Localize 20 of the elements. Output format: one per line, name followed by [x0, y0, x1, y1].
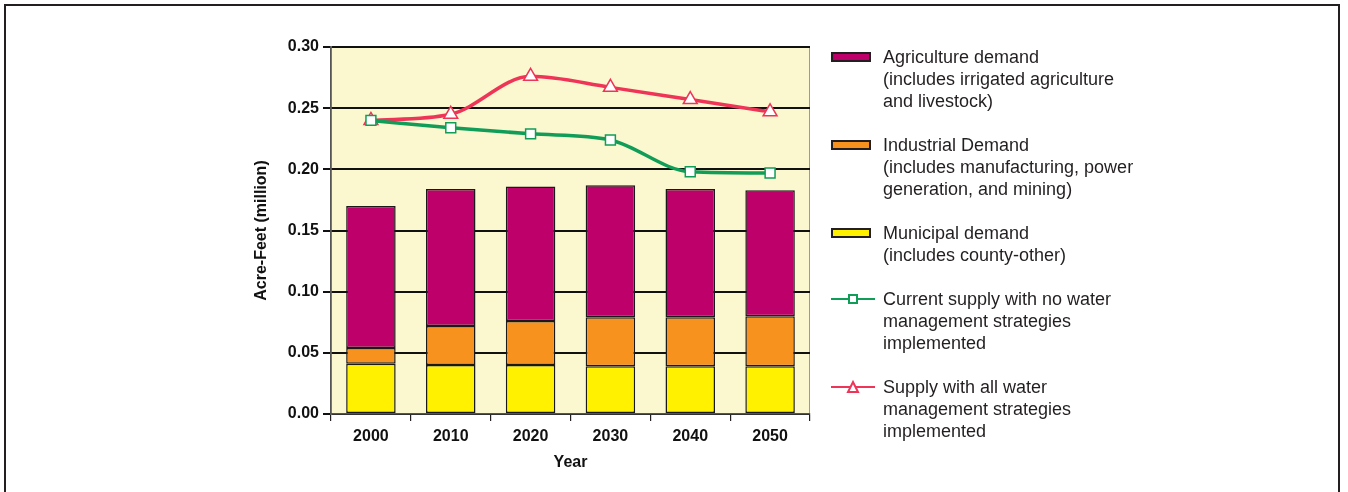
- y-tick-label: 0.05: [287, 343, 320, 361]
- legend-label: Municipal demand (includes county-other): [883, 222, 1068, 266]
- legend-label: Current supply with no water management strategies implemented: [883, 288, 1113, 354]
- x-tick-label: 2050: [752, 427, 788, 445]
- y-tick-label: 0.20: [287, 159, 320, 177]
- legend-label: Agriculture demand (includes irrigated agriculture and livestock): [883, 46, 1116, 112]
- legend-label: Industrial Demand (includes manufacturing, power generation, and mining): [883, 134, 1135, 200]
- x-tick-label: 2000: [353, 427, 389, 445]
- legend-label: Supply with all water management strategies implemented: [883, 376, 1073, 442]
- x-tick-label: 2010: [432, 427, 469, 445]
- y-axis-title: Acre-Feet (million): [252, 160, 270, 301]
- y-tick-label: 0.25: [287, 98, 320, 116]
- x-tick-label: 2020: [512, 427, 549, 445]
- y-tick-label: 0.15: [287, 220, 320, 238]
- y-tick-label: 0.10: [287, 282, 320, 300]
- y-tick-label: 0.30: [287, 37, 320, 55]
- x-tick-label: 2040: [672, 427, 709, 445]
- x-axis-title: Year: [553, 452, 588, 470]
- x-tick-label: 2030: [592, 427, 629, 445]
- y-tick-label: 0.00: [287, 404, 320, 422]
